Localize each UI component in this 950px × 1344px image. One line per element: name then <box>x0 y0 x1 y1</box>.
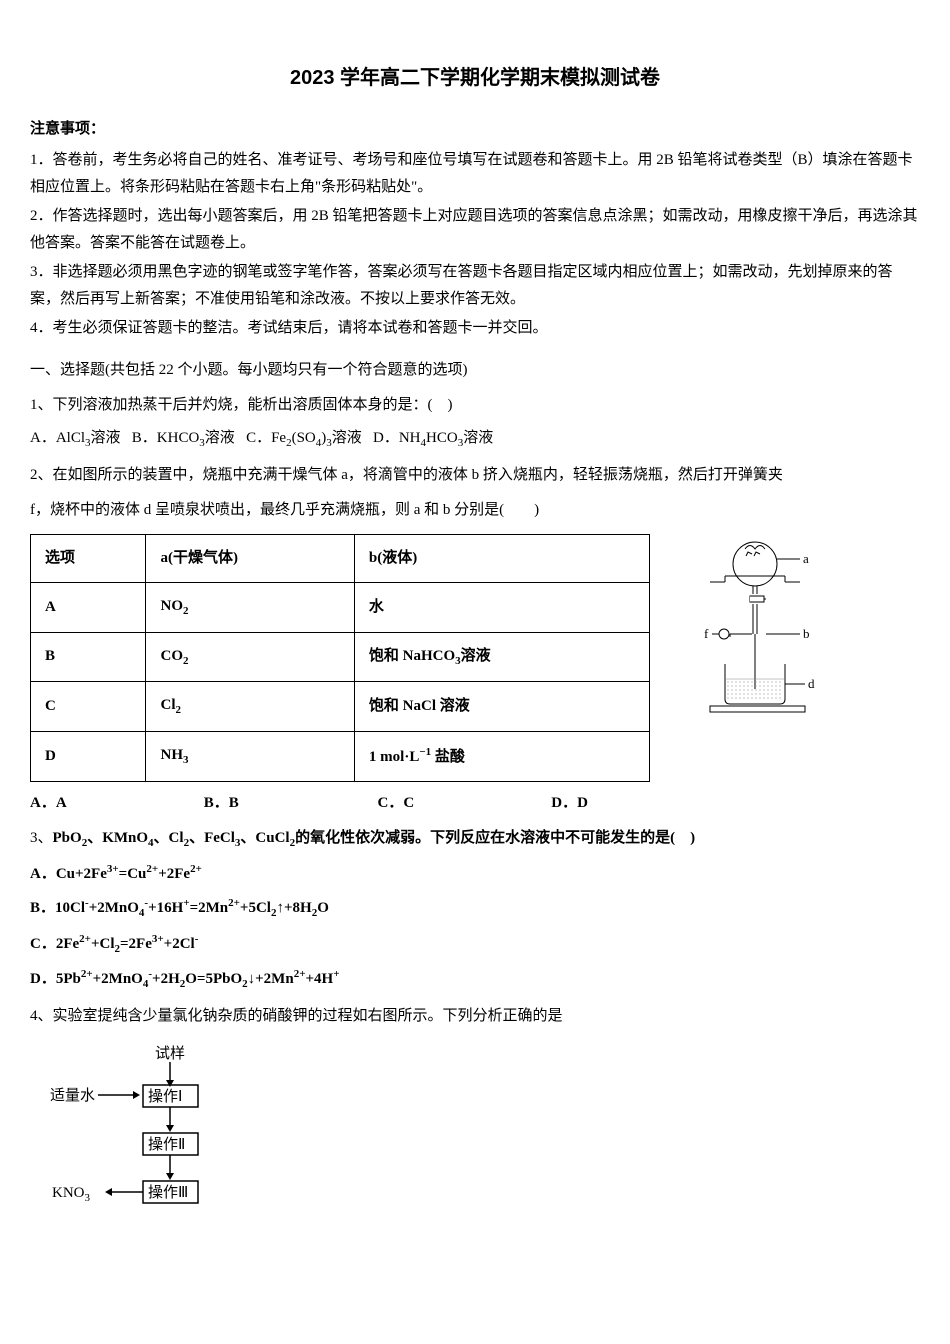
flowchart-box2: 操作Ⅱ <box>148 1136 185 1153</box>
question-1: 1、下列溶液加热蒸干后并灼烧，能析出溶质固体本身的是：( ) <box>30 392 920 419</box>
question-2-part1: 2、在如图所示的装置中，烧瓶中充满干燥气体 a，将滴管中的液体 b 挤入烧瓶内，… <box>30 462 920 489</box>
table-cell-opt: D <box>31 732 146 782</box>
table-header-liquid: b(液体) <box>354 534 649 582</box>
table-cell-opt: C <box>31 682 146 732</box>
question-3: 3、PbO2、KMnO4、Cl2、FeCl3、CuCl2的氧化性依次减弱。下列反… <box>30 825 920 854</box>
q3-opt-a: A．Cu+2Fe3+=Cu2++2Fe2+ <box>30 860 920 888</box>
q1-opt-c: C．Fe2(SO4)3溶液 <box>246 430 362 446</box>
table-cell-gas: NH3 <box>146 732 354 782</box>
flowchart-left1: 适量水 <box>50 1087 95 1104</box>
diagram-label-f: f <box>704 626 709 641</box>
table-row: B CO2 饱和 NaHCO3溶液 <box>31 632 650 682</box>
table-cell-gas: CO2 <box>146 632 354 682</box>
q2-choice-a: A．A <box>30 790 200 817</box>
q1-opt-b: B．KHCO3溶液 <box>132 430 235 446</box>
table-cell-opt: B <box>31 632 146 682</box>
apparatus-diagram: a f b d <box>670 534 850 744</box>
diagram-label-d: d <box>808 676 815 691</box>
table-row: C Cl2 饱和 NaCl 溶液 <box>31 682 650 732</box>
q3-opt-b: B．10Cl-+2MnO4-+16H+=2Mn2++5Cl2↑+8H2O <box>30 894 920 924</box>
q1-opt-a: A．AlCl3溶液 <box>30 430 121 446</box>
q3-opt-d: D．5Pb2++2MnO4-+2H2O=5PbO2↓+2Mn2++4H+ <box>30 965 920 995</box>
flowchart-box3: 操作Ⅲ <box>148 1184 188 1201</box>
q1-opt-d: D．NH4HCO3溶液 <box>373 430 493 446</box>
question-1-options: A．AlCl3溶液 B．KHCO3溶液 C．Fe2(SO4)3溶液 D．NH4H… <box>30 425 920 454</box>
q2-choice-d: D．D <box>551 790 651 817</box>
table-cell-liquid: 饱和 NaCl 溶液 <box>354 682 649 732</box>
diagram-label-b: b <box>803 626 810 641</box>
section-1-header: 一、选择题(共包括 22 个小题。每小题均只有一个符合题意的选项) <box>30 357 920 384</box>
question-2-choices: A．A B．B C．C D．D <box>30 790 920 817</box>
table-cell-liquid: 饱和 NaHCO3溶液 <box>354 632 649 682</box>
flowchart-top: 试样 <box>155 1045 185 1062</box>
table-header-option: 选项 <box>31 534 146 582</box>
instruction-1: 1．答卷前，考生务必将自己的姓名、准考证号、考场号和座位号填写在试题卷和答题卡上… <box>30 147 920 201</box>
q2-choice-b: B．B <box>204 790 374 817</box>
q2-choice-c: C．C <box>378 790 548 817</box>
page-title: 2023 学年高二下学期化学期末模拟测试卷 <box>30 60 920 96</box>
flowchart-box1: 操作Ⅰ <box>148 1088 182 1105</box>
question-2-table: 选项 a(干燥气体) b(液体) A NO2 水 B CO2 饱和 NaHCO3… <box>30 534 650 782</box>
question-2-table-wrapper: 选项 a(干燥气体) b(液体) A NO2 水 B CO2 饱和 NaHCO3… <box>30 534 920 782</box>
table-cell-liquid: 水 <box>354 582 649 632</box>
question-2-part2: f，烧杯中的液体 d 呈喷泉状喷出，最终几乎充满烧瓶，则 a 和 b 分别是( … <box>30 497 920 524</box>
q3-opt-c: C．2Fe2++Cl2=2Fe3++2Cl- <box>30 930 920 960</box>
table-cell-gas: NO2 <box>146 582 354 632</box>
flowchart-kno3: KNO3 <box>52 1185 91 1204</box>
instruction-4: 4．考生必须保证答题卡的整洁。考试结束后，请将本试卷和答题卡一并交回。 <box>30 315 920 342</box>
question-4-flowchart: 试样 适量水 操作Ⅰ 操作Ⅱ 操作Ⅲ KNO3 <box>40 1040 240 1250</box>
notice-header: 注意事项： <box>30 116 920 143</box>
table-cell-opt: A <box>31 582 146 632</box>
table-row: A NO2 水 <box>31 582 650 632</box>
table-cell-gas: Cl2 <box>146 682 354 732</box>
instruction-3: 3．非选择题必须用黑色字迹的钢笔或签字笔作答，答案必须写在答题卡各题目指定区域内… <box>30 259 920 313</box>
table-cell-liquid: 1 mol·L−1 盐酸 <box>354 732 649 782</box>
instruction-2: 2．作答选择题时，选出每小题答案后，用 2B 铅笔把答题卡上对应题目选项的答案信… <box>30 203 920 257</box>
table-row: D NH3 1 mol·L−1 盐酸 <box>31 732 650 782</box>
question-4: 4、实验室提纯含少量氯化钠杂质的硝酸钾的过程如右图所示。下列分析正确的是 <box>30 1003 920 1030</box>
table-header-gas: a(干燥气体) <box>146 534 354 582</box>
diagram-label-a: a <box>803 551 809 566</box>
